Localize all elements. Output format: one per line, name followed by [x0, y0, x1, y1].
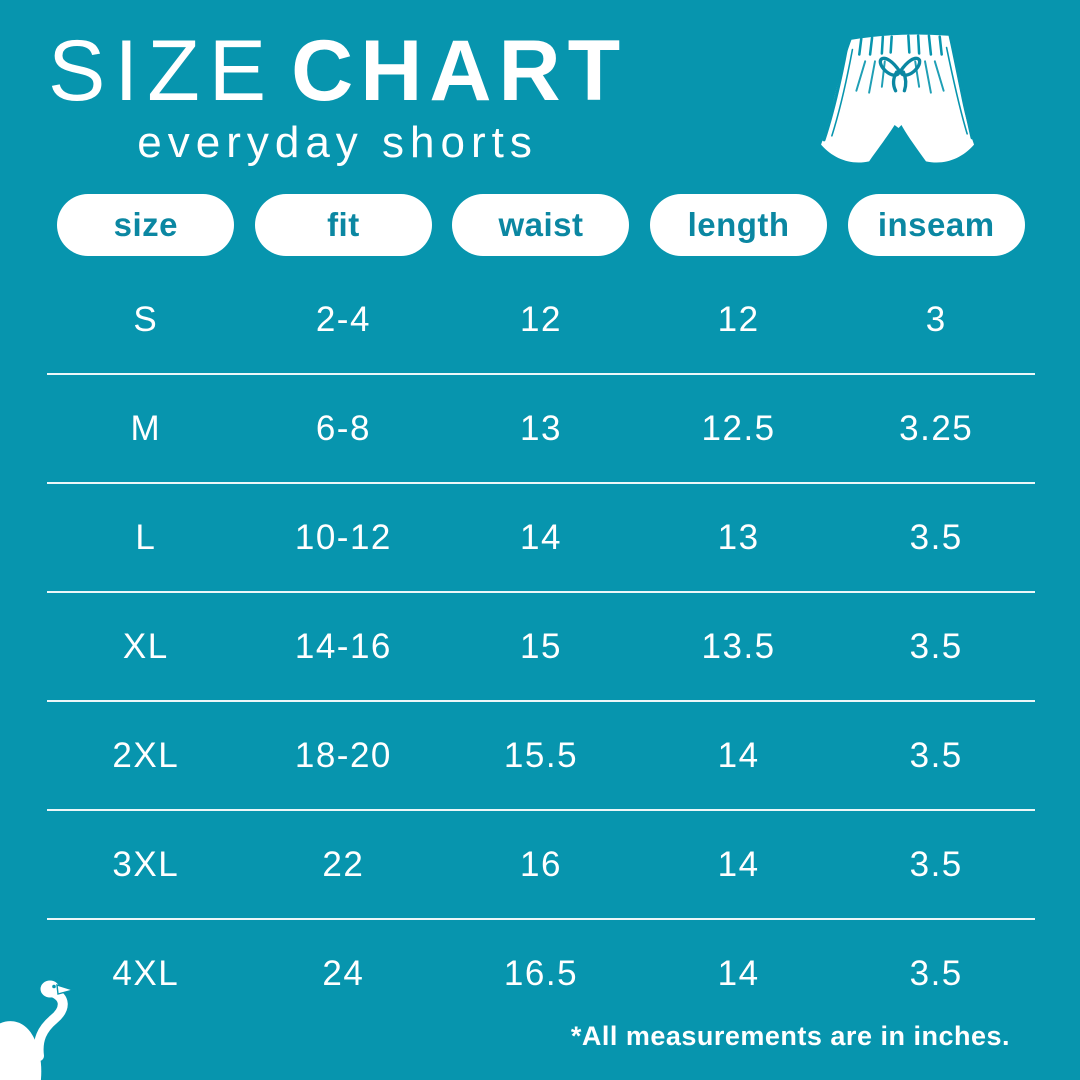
- cell-inseam: 3.5: [909, 626, 963, 666]
- cell-length: 13: [717, 517, 760, 557]
- title-word-chart: CHART: [291, 23, 628, 119]
- cell-inseam: 3: [925, 299, 947, 339]
- cell-size: XL: [122, 626, 169, 666]
- cell-size: 4XL: [112, 953, 180, 993]
- cell-size: S: [133, 299, 159, 339]
- cell-waist: 15.5: [503, 735, 579, 775]
- cell-waist: 14: [520, 517, 562, 557]
- cell-waist: 16: [520, 844, 562, 884]
- swan-logo-icon: [0, 977, 76, 1080]
- header: SIZE CHART everyday shorts: [48, 28, 627, 168]
- cell-inseam: 3.5: [909, 735, 963, 775]
- cell-fit: 6-8: [315, 408, 371, 448]
- table-row-3xl: 3XL 22 16 14 3.5: [47, 811, 1035, 920]
- column-header-length: length: [650, 194, 828, 256]
- cell-waist: 16.5: [503, 953, 579, 993]
- cell-fit: 2-4: [315, 299, 371, 339]
- column-header-size: size: [57, 194, 235, 256]
- cell-size: 2XL: [112, 735, 180, 775]
- measurements-footnote: *All measurements are in inches.: [570, 1021, 1010, 1051]
- cell-size: L: [135, 517, 157, 557]
- column-header-fit: fit: [254, 194, 432, 256]
- page-title: SIZE CHART: [48, 28, 627, 114]
- table-row-xl: XL 14-16 15 13.5 3.5: [47, 593, 1035, 702]
- table-body: S 2-4 12 12 3 M 6-8 13 12.5 3.25 L 10-12…: [47, 266, 1035, 1027]
- cell-waist: 13: [520, 408, 562, 448]
- table-row-4xl: 4XL 24 16.5 14 3.5: [47, 920, 1035, 1027]
- table-row-m: M 6-8 13 12.5 3.25: [47, 375, 1035, 484]
- cell-fit: 24: [322, 953, 365, 993]
- cell-waist: 12: [520, 299, 562, 339]
- size-table: size fit waist length inseam S 2-4 12 12…: [47, 194, 1035, 1027]
- page-subtitle: everyday shorts: [137, 118, 538, 167]
- title-word-size: SIZE: [48, 23, 276, 119]
- cell-length: 12.5: [701, 408, 776, 448]
- cell-inseam: 3.5: [909, 517, 963, 557]
- cell-waist: 15: [520, 626, 562, 666]
- cell-length: 14: [717, 844, 760, 884]
- cell-size: M: [130, 408, 162, 448]
- table-row-l: L 10-12 14 13 3.5: [47, 484, 1035, 593]
- cell-fit: 18-20: [294, 735, 392, 775]
- cell-length: 14: [717, 735, 760, 775]
- cell-size: 3XL: [112, 844, 180, 884]
- cell-inseam: 3.5: [909, 844, 963, 884]
- cell-inseam: 3.25: [899, 408, 974, 448]
- table-row-s: S 2-4 12 12 3: [47, 266, 1035, 375]
- table-row-2xl: 2XL 18-20 15.5 14 3.5: [47, 702, 1035, 811]
- cell-fit: 14-16: [294, 626, 392, 666]
- cell-inseam: 3.5: [909, 953, 963, 993]
- shorts-icon: [821, 34, 975, 163]
- cell-length: 14: [717, 953, 760, 993]
- drawstring-bow: [878, 56, 922, 93]
- cell-length: 13.5: [701, 626, 776, 666]
- cell-length: 12: [717, 299, 760, 339]
- cell-fit: 10-12: [294, 517, 392, 557]
- column-header-inseam: inseam: [847, 194, 1025, 256]
- cell-fit: 22: [322, 844, 365, 884]
- table-header-row: size fit waist length inseam: [47, 194, 1035, 256]
- column-header-waist: waist: [452, 194, 630, 256]
